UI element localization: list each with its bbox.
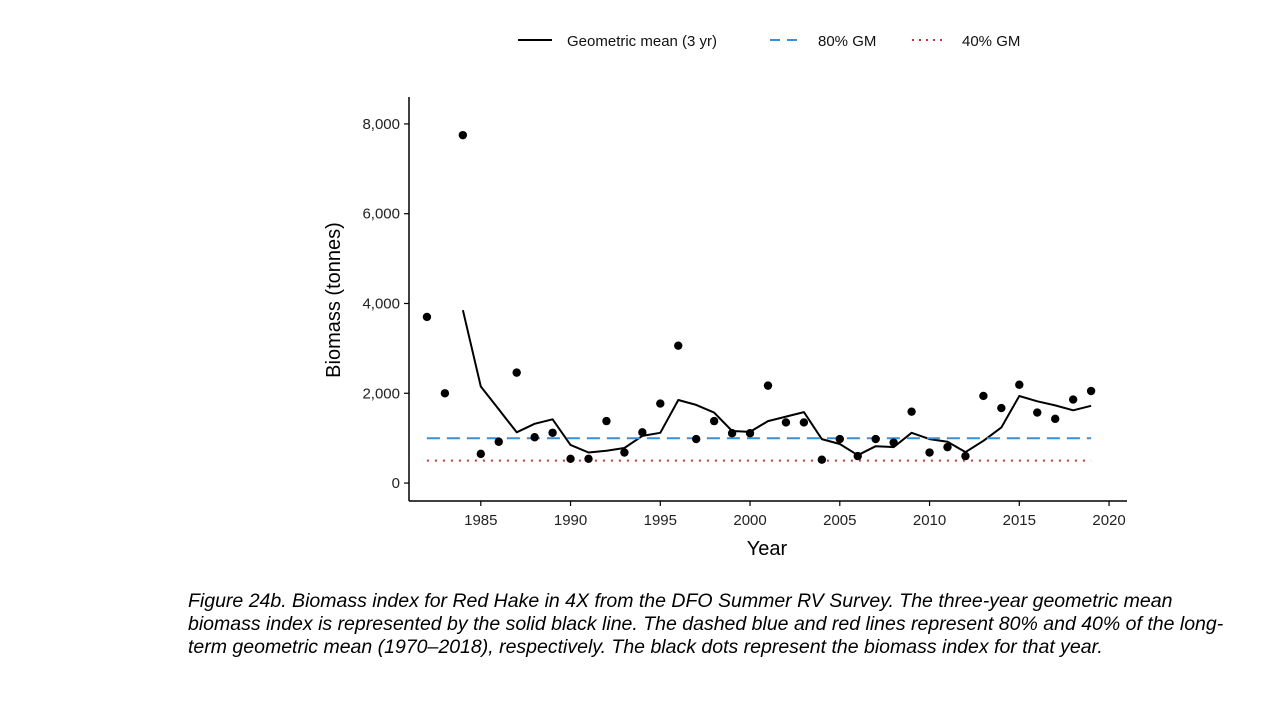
biomass-point <box>602 416 611 426</box>
points-layer <box>422 130 1096 464</box>
biomass-point <box>727 429 737 438</box>
figure-caption: Figure 24b. Biomass index for Red Hake i… <box>188 590 1224 658</box>
legend: Geometric mean (3 yr) 80% GM 40% GM <box>518 33 1020 50</box>
legend-label-gm80: 80% GM <box>818 33 876 50</box>
biomass-point <box>997 403 1006 413</box>
biomass-point <box>674 341 683 350</box>
x-tick-label: 2005 <box>823 512 856 529</box>
biomass-point <box>799 418 809 427</box>
biomass-point <box>458 130 468 140</box>
biomass-point <box>1015 380 1024 389</box>
biomass-point <box>1033 408 1042 417</box>
legend-label-gm40: 40% GM <box>962 33 1020 50</box>
series-layer <box>426 309 1092 462</box>
biomass-point <box>1086 386 1096 396</box>
biomass-point <box>476 449 485 459</box>
gm-3yr-line <box>461 309 1092 457</box>
x-ticks: 1985 1990 1995 2000 2005 2010 2015 2020 <box>464 501 1126 529</box>
biomass-point <box>745 429 755 438</box>
biomass-point <box>817 455 827 464</box>
biomass-point <box>709 416 719 426</box>
biomass-point <box>1051 414 1060 424</box>
biomass-point <box>620 448 629 457</box>
biomass-point <box>530 433 539 442</box>
y-tick-label: 4,000 <box>362 295 400 312</box>
y-axis-title: Biomass (tonnes) <box>323 222 345 378</box>
biomass-point <box>656 399 665 408</box>
x-tick-label: 1995 <box>644 512 677 529</box>
x-tick-label: 1985 <box>464 512 497 529</box>
y-tick-label: 6,000 <box>362 206 400 223</box>
biomass-point <box>692 434 701 444</box>
y-tick-label: 0 <box>392 475 400 492</box>
x-tick-label: 2020 <box>1092 512 1125 529</box>
biomass-point <box>943 442 952 452</box>
legend-label-gm: Geometric mean (3 yr) <box>567 33 717 50</box>
biomass-point <box>440 389 450 398</box>
biomass-point <box>494 437 503 446</box>
y-ticks: 0 2,000 4,000 6,000 8,000 <box>362 116 409 492</box>
x-tick-label: 2000 <box>733 512 766 529</box>
biomass-point <box>835 434 844 444</box>
x-tick-label: 2010 <box>913 512 946 529</box>
biomass-point <box>638 428 647 437</box>
biomass-point <box>763 381 773 390</box>
biomass-point <box>961 451 970 461</box>
biomass-point <box>512 368 521 377</box>
x-tick-label: 2015 <box>1003 512 1036 529</box>
biomass-point <box>584 454 593 464</box>
biomass-chart: Geometric mean (3 yr) 80% GM 40% GM 0 2,0… <box>323 33 1127 560</box>
biomass-point <box>566 454 575 464</box>
biomass-point <box>889 438 898 447</box>
biomass-point <box>422 312 432 322</box>
biomass-point <box>548 428 557 437</box>
biomass-point <box>853 451 862 461</box>
biomass-point <box>979 391 988 401</box>
x-tick-label: 1990 <box>554 512 587 529</box>
y-tick-label: 8,000 <box>362 116 400 133</box>
y-tick-label: 2,000 <box>362 385 400 402</box>
biomass-point <box>781 418 791 427</box>
biomass-point <box>907 407 916 416</box>
biomass-point <box>1068 395 1078 404</box>
biomass-point <box>925 448 934 457</box>
biomass-point <box>871 434 880 444</box>
x-axis-title: Year <box>747 538 788 560</box>
